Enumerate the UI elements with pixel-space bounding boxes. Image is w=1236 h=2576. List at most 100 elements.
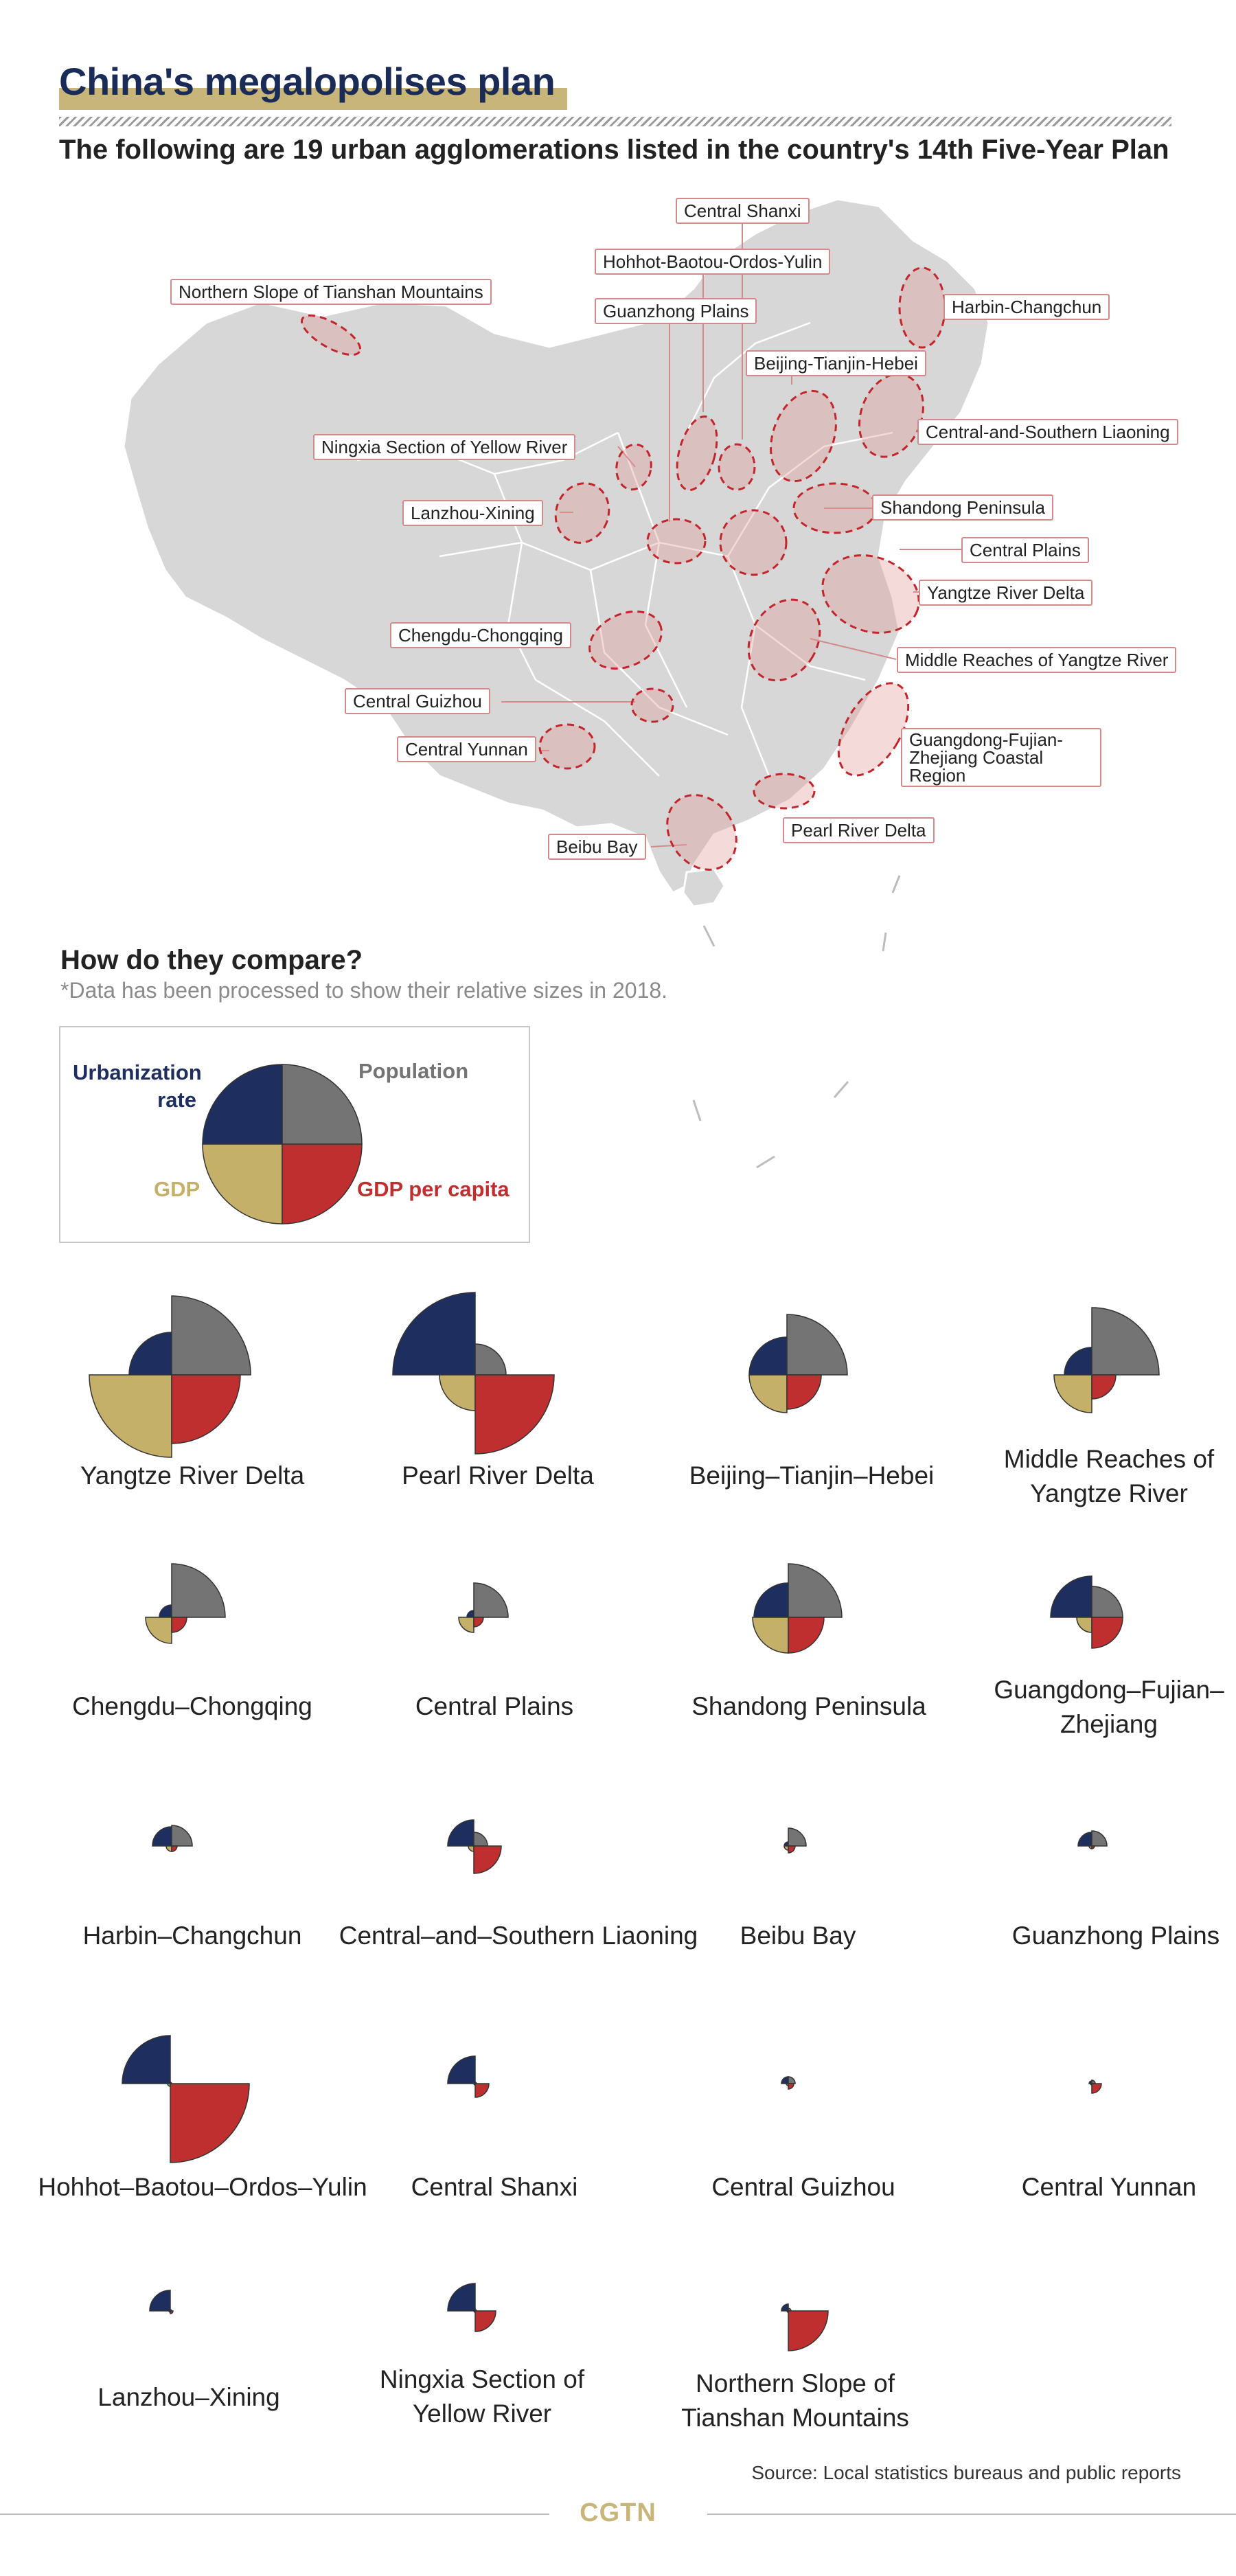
wedge-urbanization (1064, 1347, 1092, 1376)
wedge-gdp (786, 2310, 789, 2313)
map-landmass (122, 198, 990, 908)
wedge-gdp (783, 1845, 789, 1851)
map-label-guangdong-fujian: Guangdong-Fujian-Zhejiang Coastal Region (901, 728, 1101, 787)
page-subtitle: The following are 19 urban agglomeration… (59, 135, 1169, 165)
wedge-population (474, 1343, 507, 1376)
wedge-gdp-per-capita (1091, 1845, 1095, 1849)
city-label: Pearl River Delta (402, 1461, 594, 1490)
map-label-tianshan: Northern Slope of Tianshan Mountains (170, 279, 492, 305)
wedge-gdp-per-capita (788, 1845, 796, 1854)
wedge-gdp-per-capita (474, 2310, 496, 2332)
city-label: Lanzhou–Xining (98, 2383, 280, 2411)
wedge-gdp (1076, 1617, 1092, 1633)
wedge-population (788, 2307, 792, 2312)
wedge-urbanization (152, 1826, 172, 1847)
wedge-gdp (473, 2310, 476, 2313)
wedge-urbanization (753, 1582, 789, 1618)
wedge-urbanization (128, 1332, 172, 1376)
wedge-population (1091, 1307, 1160, 1376)
legend-gdp-per-capita-label: GDP per capita (357, 1177, 510, 1201)
city-label: Central Yunnan (1021, 2173, 1197, 2201)
wedge-urbanization (466, 1610, 474, 1618)
legend-population-label: Population (358, 1059, 469, 1083)
wedge-gdp-per-capita (473, 1845, 502, 1874)
wedge-gdp (473, 2083, 476, 2086)
wedge-gdp-per-capita (788, 2310, 829, 2351)
cgtn-logo: CGTN (580, 2498, 656, 2527)
hatch-divider (59, 117, 1171, 126)
south-china-sea-dashes (891, 875, 901, 893)
wedge-gdp-per-capita (1091, 2083, 1102, 2094)
wedge-population (473, 1832, 488, 1847)
map-label-yangtze-delta: Yangtze River Delta (919, 580, 1093, 606)
city-label: Chengdu–Chongqing (72, 1692, 312, 1720)
map-label-guanzhong: Guanzhong Plains (595, 298, 757, 324)
wedge-urbanization (122, 2035, 171, 2084)
wedge-gdp (752, 1617, 789, 1654)
city-label-text: Guangdong–Fujian–Zhejiang (994, 1676, 1224, 1738)
title-underline (59, 88, 567, 110)
wedge-urbanization (783, 1841, 789, 1847)
wedge-population (788, 2076, 796, 2084)
wedge-population (786, 1314, 848, 1376)
wedge-population (788, 1563, 843, 1618)
wedge-population (788, 1827, 807, 1847)
wedge-population (474, 2082, 477, 2084)
city-label: Northern Slope of Tianshan Mountains (644, 2367, 946, 2435)
wedge-gdp (1053, 1374, 1092, 1413)
wedge-gdp (167, 2083, 171, 2087)
wedge-gdp-per-capita (1091, 1374, 1117, 1400)
wedge-urbanization (447, 2055, 476, 2084)
legend-urbanization-label: Urbanization rate (73, 1060, 202, 1112)
map-label-lanzhou: Lanzhou-Xining (402, 500, 543, 526)
map-label-ningxia: Ningxia Section of Yellow River (313, 434, 576, 460)
wedge-gdp-per-capita (473, 1617, 484, 1628)
city-label: Harbin–Changchun (82, 1922, 302, 1950)
wedge-gdp (458, 1617, 474, 1633)
compare-title: How do they compare? (60, 945, 363, 975)
map-label-beibu-bay: Beibu Bay (548, 834, 646, 860)
wedge-population (170, 2309, 172, 2312)
city-label: Yangtze River Delta (80, 1461, 305, 1490)
city-label: Central Plains (415, 1692, 574, 1720)
wedge-gdp-per-capita (170, 2083, 250, 2163)
footer-divider-left (0, 2514, 549, 2515)
south-china-sea-islands (692, 925, 887, 1169)
wedge-gdp (439, 1374, 476, 1411)
city-label: Guanzhong Plains (1011, 1922, 1220, 1950)
map-label-pearl-delta: Pearl River Delta (783, 817, 935, 843)
wedge-gdp-per-capita (171, 1374, 241, 1444)
wedge-gdp (786, 2083, 789, 2086)
wedge-gdp (1090, 2083, 1092, 2086)
map-label-middle-yangtze: Middle Reaches of Yangtze River (897, 647, 1177, 673)
city-label: Ningxia Section of Yellow River (331, 2362, 633, 2431)
city-label: Central–and–Southern Liaoning (339, 1922, 698, 1950)
city-label: Central Shanxi (411, 2173, 578, 2201)
wedge-gdp-per-capita (474, 1374, 555, 1455)
wedge-gdp-per-capita (171, 1617, 187, 1633)
city-label-text: Northern Slope of Tianshan Mountains (681, 2369, 909, 2432)
wedge-gdp (89, 1374, 172, 1458)
wedge-population (1091, 1586, 1123, 1618)
map-label-liaoning: Central-and-Southern Liaoning (917, 419, 1178, 445)
map-label-central-yunnan: Central Yunnan (397, 736, 536, 762)
map-label-harbin: Harbin-Changchun (943, 294, 1110, 320)
city-label-text: Ningxia Section of Yellow River (379, 2365, 585, 2428)
wedge-population (171, 1563, 226, 1618)
legend: Urbanization rate Population GDP GDP per… (59, 1026, 530, 1243)
source-note: Source: Local statistics bureaus and pub… (751, 2462, 1181, 2483)
wedge-gdp-per-capita (170, 2310, 174, 2314)
wedge-population (1091, 1830, 1108, 1847)
city-label: Beibu Bay (740, 1922, 856, 1950)
wedge-population (474, 2309, 477, 2312)
hainan-island (682, 867, 726, 908)
wedge-urbanization (1077, 1832, 1092, 1847)
map-label-chengdu: Chengdu-Chongqing (390, 622, 571, 648)
wedge-gdp (468, 1845, 474, 1852)
wedge-gdp-per-capita (786, 1374, 822, 1410)
wedge-population (473, 1582, 509, 1618)
wedge-urbanization (781, 2076, 789, 2084)
legend-gdp-label: GDP (154, 1177, 201, 1201)
map-label-hohhot: Hohhot-Baotou-Ordos-Yulin (595, 249, 831, 275)
map-label-central-shanxi: Central Shanxi (676, 198, 810, 224)
